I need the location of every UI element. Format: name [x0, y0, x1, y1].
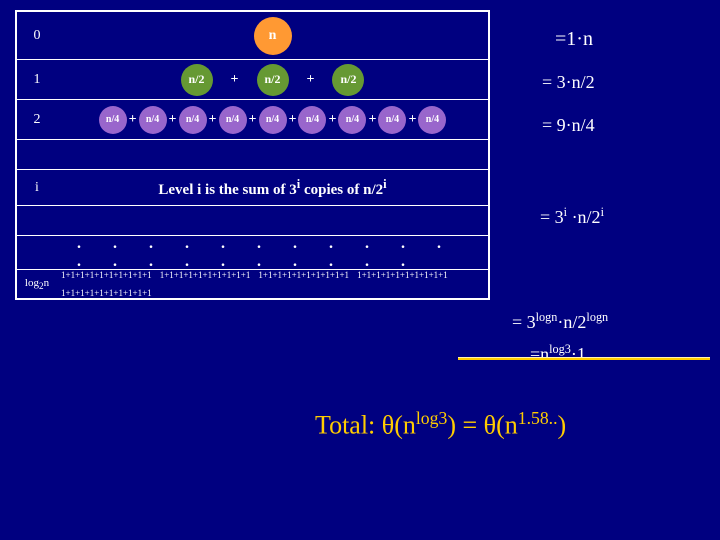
- quarter-node-circle: n/4: [378, 106, 406, 134]
- level-logn-content: 1+1+1+1+1+1+1+1+1+1 1+1+1+1+1+1+1+1+1+1 …: [57, 264, 488, 304]
- plus-icon: +: [408, 112, 416, 128]
- level-logn-row: log2n 1+1+1+1+1+1+1+1+1+1 1+1+1+1+1+1+1+…: [17, 270, 488, 298]
- level-2-content: n/4 + n/4 + n/4 + n/4 + n/4 + n/4 + n/4 …: [57, 102, 488, 138]
- plus-icon: +: [249, 112, 257, 128]
- plus-icon: +: [129, 112, 137, 128]
- quarter-node-circle: n/4: [338, 106, 366, 134]
- ones-group: 1+1+1+1+1+1+1+1+1+1: [61, 288, 152, 298]
- eq-level-i: = 3i ·n/2i: [540, 205, 604, 228]
- level-0-label: 0: [17, 24, 57, 48]
- level-0-row: 0 n: [17, 12, 488, 60]
- plus-icon: +: [169, 112, 177, 128]
- quarter-node-circle: n/4: [259, 106, 287, 134]
- level-i-content: Level i is the sum of 3i copies of n/2i: [57, 173, 488, 203]
- spacer-row: [17, 140, 488, 170]
- eq-simplified: =nlog3·1: [530, 342, 586, 365]
- half-node-circle: n/2: [332, 64, 364, 96]
- plus-icon: +: [328, 112, 336, 128]
- level-i-row: i Level i is the sum of 3i copies of n/2…: [17, 170, 488, 206]
- plus-icon: +: [209, 112, 217, 128]
- total-equation: Total: θ(nlog3) = θ(n1.58..): [315, 408, 566, 441]
- eq-level-1: = 3·n/2: [542, 72, 595, 93]
- quarter-node-circle: n/4: [298, 106, 326, 134]
- level-1-content: n/2 + n/2 + n/2: [57, 60, 488, 100]
- level-1-row: 1 n/2 + n/2 + n/2: [17, 60, 488, 100]
- level-logn-label: log2n: [17, 273, 57, 295]
- quarter-node-circle: n/4: [179, 106, 207, 134]
- level-i-label: i: [17, 176, 57, 200]
- plus-icon: +: [368, 112, 376, 128]
- eq-level-2: = 9·n/4: [542, 115, 595, 136]
- quarter-node-circle: n/4: [418, 106, 446, 134]
- divider-rule: [458, 357, 710, 360]
- level-2-label: 2: [17, 108, 57, 132]
- plus-icon: +: [231, 72, 239, 88]
- ones-group: 1+1+1+1+1+1+1+1+1+1: [258, 270, 349, 280]
- level-1-label: 1: [17, 68, 57, 92]
- recursion-tree-diagram: 0 n 1 n/2 + n/2 + n/2 2 n/4 + n/4 + n/4 …: [15, 10, 490, 300]
- ones-group: 1+1+1+1+1+1+1+1+1+1: [61, 270, 152, 280]
- level-0-content: n: [57, 13, 488, 59]
- quarter-node-circle: n/4: [219, 106, 247, 134]
- root-node-circle: n: [254, 17, 292, 55]
- ones-group: 1+1+1+1+1+1+1+1+1+1: [160, 270, 251, 280]
- half-node-circle: n/2: [181, 64, 213, 96]
- plus-icon: +: [289, 112, 297, 128]
- eq-level-0: =1·n: [555, 28, 593, 51]
- quarter-node-circle: n/4: [99, 106, 127, 134]
- quarter-node-circle: n/4: [139, 106, 167, 134]
- root-node-text: n: [269, 28, 277, 44]
- plus-icon: +: [307, 72, 315, 88]
- level-2-row: 2 n/4 + n/4 + n/4 + n/4 + n/4 + n/4 + n/…: [17, 100, 488, 140]
- level-i-description: Level i is the sum of 3i copies of n/2i: [158, 177, 386, 199]
- eq-level-logn: = 3logn·n/2logn: [512, 310, 608, 333]
- ones-group: 1+1+1+1+1+1+1+1+1+1: [357, 270, 448, 280]
- half-node-circle: n/2: [257, 64, 289, 96]
